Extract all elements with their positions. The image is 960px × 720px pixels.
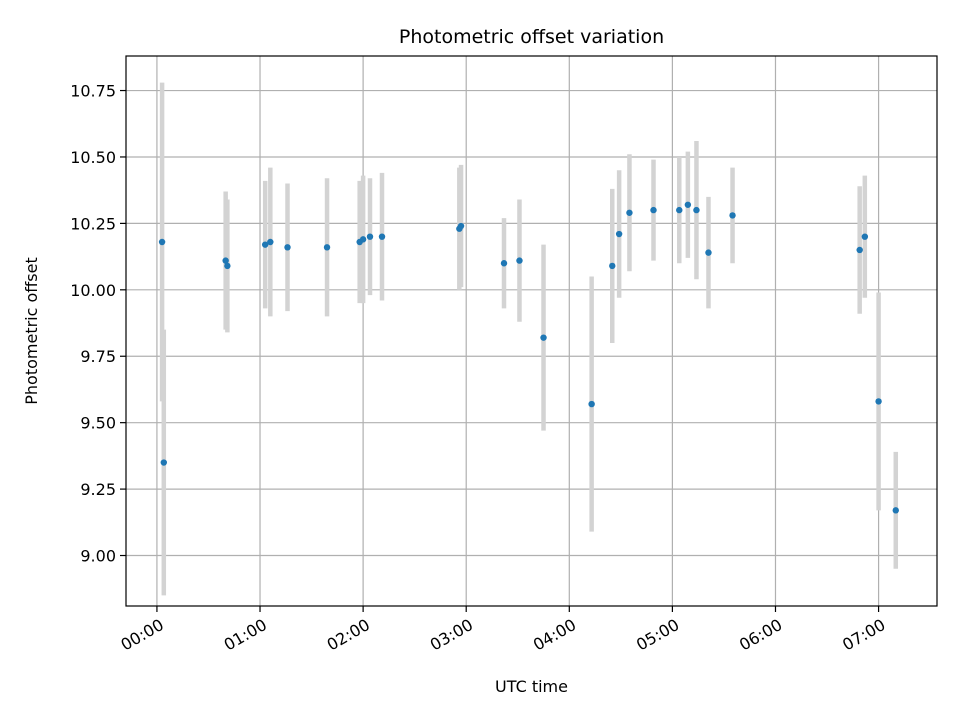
- y-tick-label: 9.25: [80, 480, 116, 499]
- y-tick-label: 10.50: [70, 148, 116, 167]
- data-point: [457, 222, 465, 230]
- y-tick-label: 10.25: [70, 214, 116, 233]
- data-point: [892, 507, 899, 514]
- data-point: [359, 236, 367, 243]
- data-point: [158, 238, 166, 246]
- data-point: [160, 459, 168, 466]
- data-point: [861, 233, 869, 240]
- y-tick-label: 10.00: [70, 281, 116, 300]
- y-tick-label: 10.75: [70, 82, 116, 101]
- y-tick-label: 9.75: [80, 347, 116, 366]
- data-point: [500, 260, 508, 267]
- data-point: [684, 201, 692, 208]
- y-tick-label: 9.00: [80, 547, 116, 566]
- data-points: [158, 201, 899, 514]
- data-point: [729, 212, 736, 219]
- data-point: [378, 233, 386, 240]
- data-point: [540, 334, 547, 341]
- x-axis-label: UTC time: [495, 677, 568, 696]
- y-axis-ticks: 9.00 9.25 9.50 9.75 10.00 10.25 10.50 10.75: [70, 82, 126, 566]
- data-point: [875, 398, 882, 405]
- data-point: [261, 241, 269, 248]
- data-point: [284, 244, 291, 251]
- data-point: [705, 249, 712, 256]
- data-point: [650, 206, 657, 214]
- data-point: [588, 400, 595, 408]
- y-axis-label: Photometric offset: [22, 257, 41, 405]
- data-point: [267, 238, 274, 246]
- data-point: [609, 262, 616, 270]
- data-point: [222, 257, 229, 264]
- plot-frame: [125, 55, 938, 607]
- data-point: [856, 246, 863, 254]
- data-point: [676, 206, 683, 214]
- data-point: [516, 257, 523, 264]
- data-point: [693, 206, 700, 214]
- y-tick-label: 9.50: [80, 414, 116, 433]
- data-point: [323, 244, 331, 251]
- data-point: [626, 209, 633, 216]
- chart-title: Photometric offset variation: [399, 26, 664, 48]
- grid: [126, 56, 937, 606]
- data-point: [366, 233, 374, 240]
- data-point: [224, 262, 231, 270]
- data-point: [615, 230, 623, 238]
